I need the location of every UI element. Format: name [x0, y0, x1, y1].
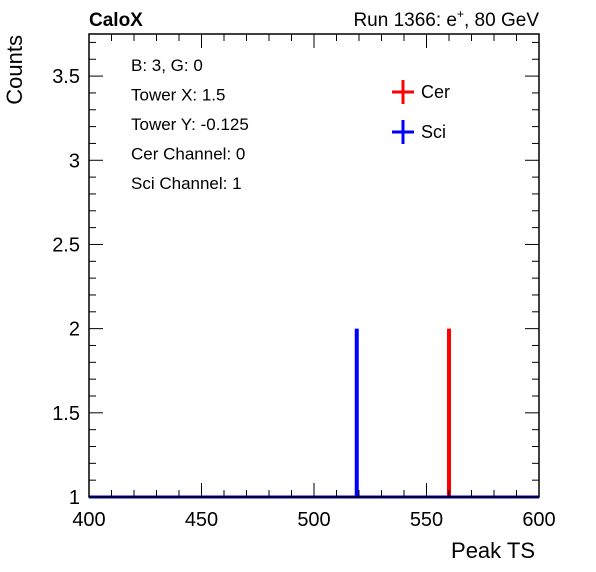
plot-marks — [89, 328, 539, 499]
chart-header-left: CaloX — [89, 10, 143, 31]
info-line: Tower X: 1.5 — [131, 86, 226, 105]
legend: Cer Sci — [392, 80, 450, 144]
info-line: B: 3, G: 0 — [131, 56, 203, 75]
legend-label: Cer — [421, 82, 450, 102]
x-tick-label: 550 — [410, 509, 443, 531]
y-axis-label: Counts — [2, 35, 27, 105]
info-box: B: 3, G: 0 Tower X: 1.5 Tower Y: -0.125 Cer… — [131, 56, 249, 193]
legend-entry-sci: Sci — [392, 120, 446, 144]
series-cer — [89, 328, 539, 499]
x-tick-label: 600 — [522, 509, 555, 531]
y-tick-label: 3 — [69, 150, 80, 172]
y-tick-label: 1 — [69, 487, 80, 509]
series-sci — [89, 328, 539, 499]
x-axis-label: Peak TS — [451, 538, 535, 563]
legend-entry-cer: Cer — [392, 80, 450, 104]
y-tick-label: 2.5 — [52, 234, 80, 256]
axes: 400 450 500 550 600 1 1.5 2 2.5 3 3.5 — [52, 33, 556, 531]
y-tick-label: 3.5 — [52, 66, 80, 88]
x-tick-label: 500 — [297, 509, 330, 531]
x-tick-label: 400 — [72, 509, 105, 531]
info-line: Cer Channel: 0 — [131, 145, 245, 164]
chart-header-right: Run 1366: e+, 80 GeV — [353, 7, 539, 31]
info-line: Tower Y: -0.125 — [131, 115, 249, 134]
y-tick-label: 1.5 — [52, 403, 80, 425]
legend-label: Sci — [421, 122, 446, 142]
y-tick-label: 2 — [69, 319, 80, 341]
info-line: Sci Channel: 1 — [131, 174, 242, 193]
x-tick-label: 450 — [185, 509, 218, 531]
